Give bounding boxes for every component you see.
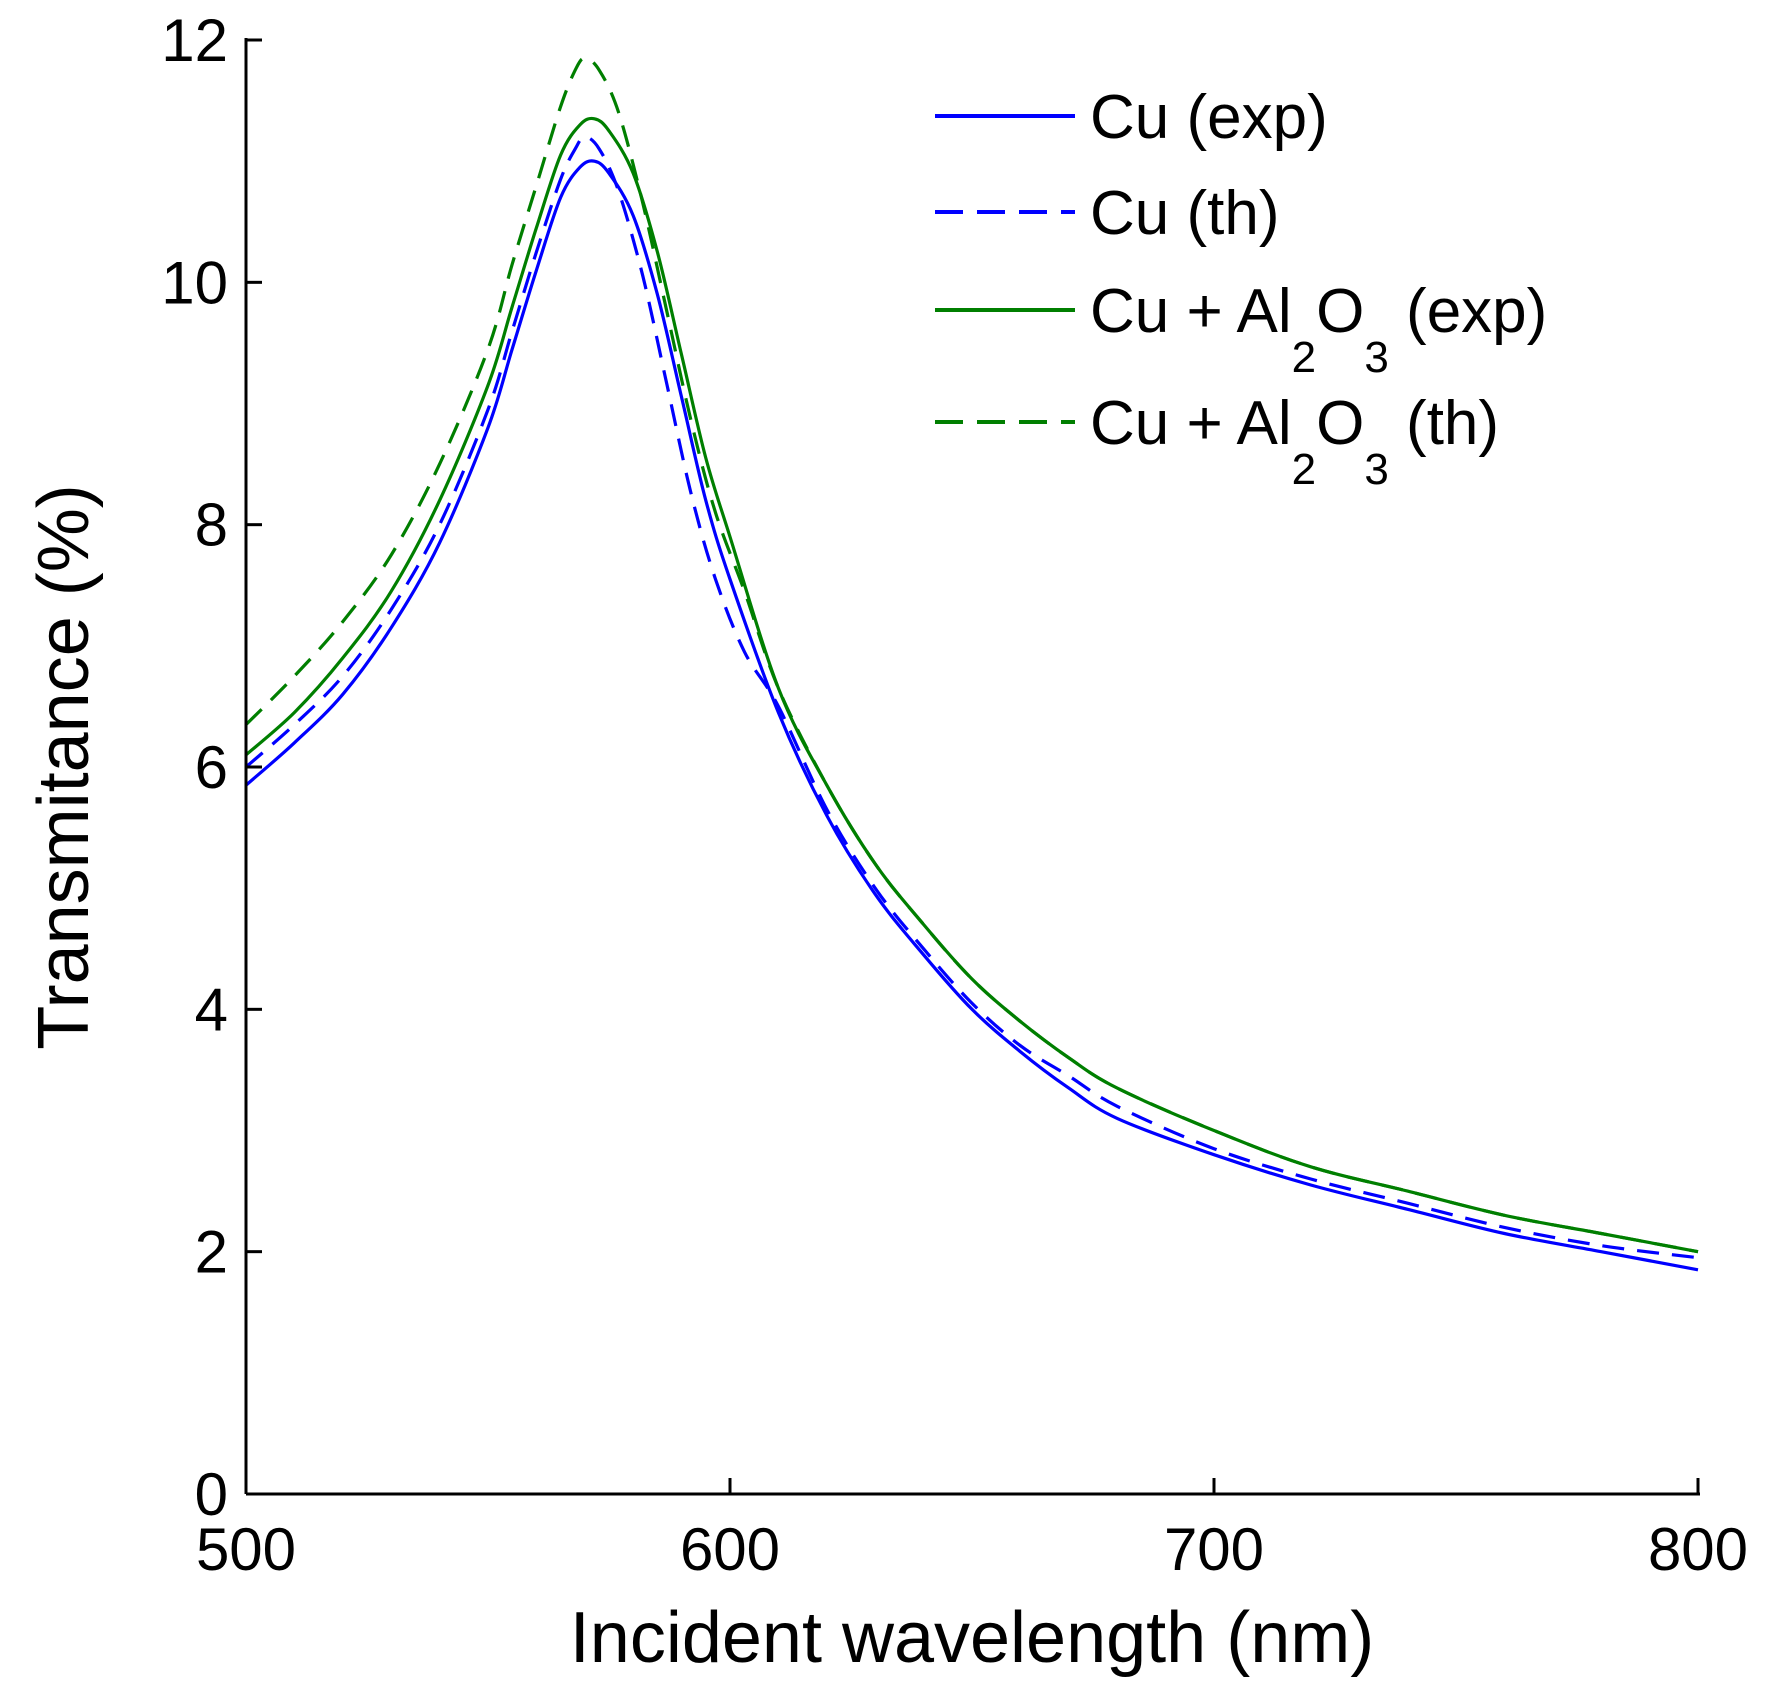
plot-lines (244, 56, 1699, 1272)
y-tick-label: 4 (195, 976, 228, 1043)
y-tick-label: 2 (195, 1219, 228, 1286)
x-axis-title: Incident wavelength (nm) (570, 1598, 1374, 1678)
series-line-4 (244, 56, 1699, 1254)
x-tick-label: 700 (1164, 1516, 1264, 1583)
legend-label-1: Cu (exp) (1090, 83, 1328, 152)
legend-label-3: Cu + Al2O3 (exp) (1090, 277, 1547, 382)
y-tick-label: 12 (161, 7, 228, 74)
x-tick-label: 600 (680, 1516, 780, 1583)
y-tick-label: 8 (195, 492, 228, 559)
y-tick-label: 6 (195, 734, 228, 801)
legend-label-2: Cu (th) (1090, 179, 1279, 248)
axes (244, 38, 1700, 1496)
y-tick-label: 10 (161, 249, 228, 316)
legend: Cu (exp) Cu (th) Cu + Al2O3 (exp)Cu + Al2O… (935, 83, 1547, 494)
x-tick-label: 500 (196, 1516, 296, 1583)
series-line-1 (244, 159, 1699, 1272)
ticks: 0 2 4 6 8 10 12 500 600 700 800 (161, 7, 1748, 1583)
legend-label-4: Cu + Al2O3 (th) (1090, 389, 1499, 494)
y-axis-title: Transmitance (%) (24, 484, 104, 1049)
y-tick-label: 0 (195, 1461, 228, 1528)
series-line-2 (244, 135, 1699, 1260)
x-tick-label: 800 (1648, 1516, 1748, 1583)
